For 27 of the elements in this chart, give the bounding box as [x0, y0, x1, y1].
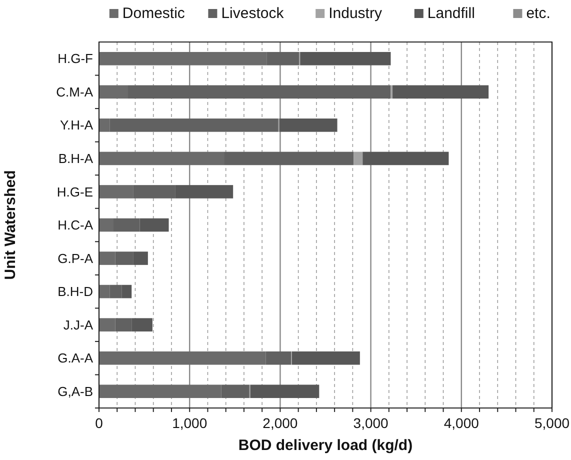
- x-tick-label: 0: [95, 415, 104, 431]
- x-axis-title: BOD delivery load (kg/d): [238, 437, 413, 454]
- legend-label: Industry: [328, 5, 382, 22]
- bar: [392, 85, 489, 99]
- y-tick-label: C.M-A: [56, 84, 94, 100]
- legend-label: etc.: [526, 5, 550, 22]
- y-tick-label: J.J-A: [63, 317, 94, 332]
- x-tick-label: 1,000: [172, 415, 208, 431]
- y-axis-title: Unit Watershed: [2, 170, 19, 280]
- legend-label: Domestic: [122, 5, 186, 22]
- y-tick-label: B.H-D: [58, 284, 93, 300]
- y-tick-label: Y.H-A: [60, 118, 94, 133]
- y-tick-label: H.G-E: [56, 184, 94, 200]
- y-tick-label: H.C-A: [58, 218, 94, 233]
- x-tick-label: 4,000: [444, 415, 480, 431]
- x-tick-label: 5,000: [534, 415, 570, 431]
- y-tick-label: H.G-F: [58, 51, 94, 66]
- legend-label: Livestock: [221, 5, 284, 22]
- x-tick-label: 2,000: [262, 415, 298, 431]
- y-tick-label: G.P-A: [58, 250, 94, 266]
- y-tick-label: B.H-A: [58, 151, 94, 166]
- legend-label: Landfill: [427, 5, 475, 22]
- x-tick-label: 3,000: [353, 415, 389, 431]
- bar: [362, 152, 449, 166]
- y-tick-label: G.A-A: [58, 350, 94, 366]
- bar: [354, 152, 363, 166]
- y-tick-label: G,A-B: [58, 384, 93, 399]
